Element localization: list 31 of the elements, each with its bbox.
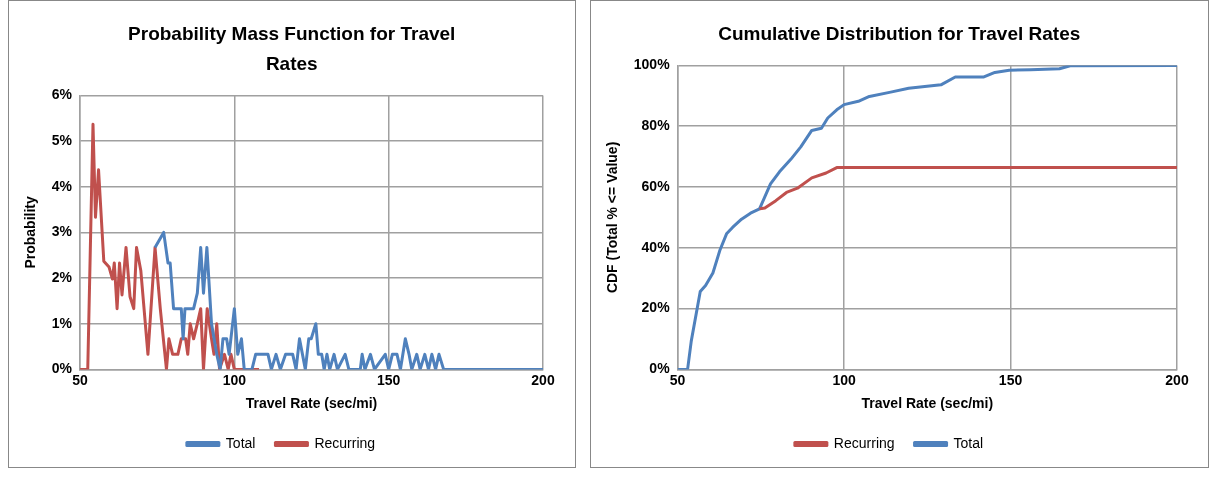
x-tick-label: 100 (222, 371, 247, 388)
legend-label: Recurring (314, 434, 376, 451)
y-tick-label: 5% (51, 131, 73, 148)
x-tick-label: 50 (669, 371, 686, 388)
legend-label: Recurring (833, 434, 895, 451)
y-tick-label: 60% (641, 177, 670, 194)
x-tick-label: 150 (377, 371, 401, 388)
y-tick-label: 0% (648, 360, 670, 377)
x-tick-label: 50 (72, 371, 89, 388)
y-tick-label: 2% (51, 268, 73, 285)
y-tick-label: 1% (51, 314, 73, 331)
x-tick-label: 200 (531, 371, 555, 388)
x-axis-title: Travel Rate (sec/mi) (245, 395, 378, 412)
y-tick-label: 20% (641, 299, 670, 316)
legend-label: Total (953, 434, 983, 451)
x-axis-title: Travel Rate (sec/mi) (861, 395, 993, 412)
y-tick-label: 80% (641, 117, 670, 134)
y-tick-label: 4% (51, 177, 73, 194)
y-axis-title: Probability (22, 196, 39, 269)
y-tick-label: 0% (51, 360, 73, 377)
chart-title: Probability Mass Function for Travel Rates (127, 22, 457, 76)
y-tick-label: 40% (641, 238, 670, 255)
y-axis-title: CDF (Total % <= Value) (603, 141, 620, 294)
x-tick-label: 200 (1164, 371, 1189, 388)
y-tick-label: 100% (633, 56, 670, 73)
y-tick-label: 3% (51, 223, 73, 240)
x-tick-label: 150 (998, 371, 1022, 388)
legend-label: Total (225, 434, 256, 451)
chart-title: Cumulative Distribution for Travel Rates (717, 22, 1082, 46)
x-tick-label: 100 (831, 371, 856, 388)
y-tick-label: 6% (51, 86, 73, 103)
